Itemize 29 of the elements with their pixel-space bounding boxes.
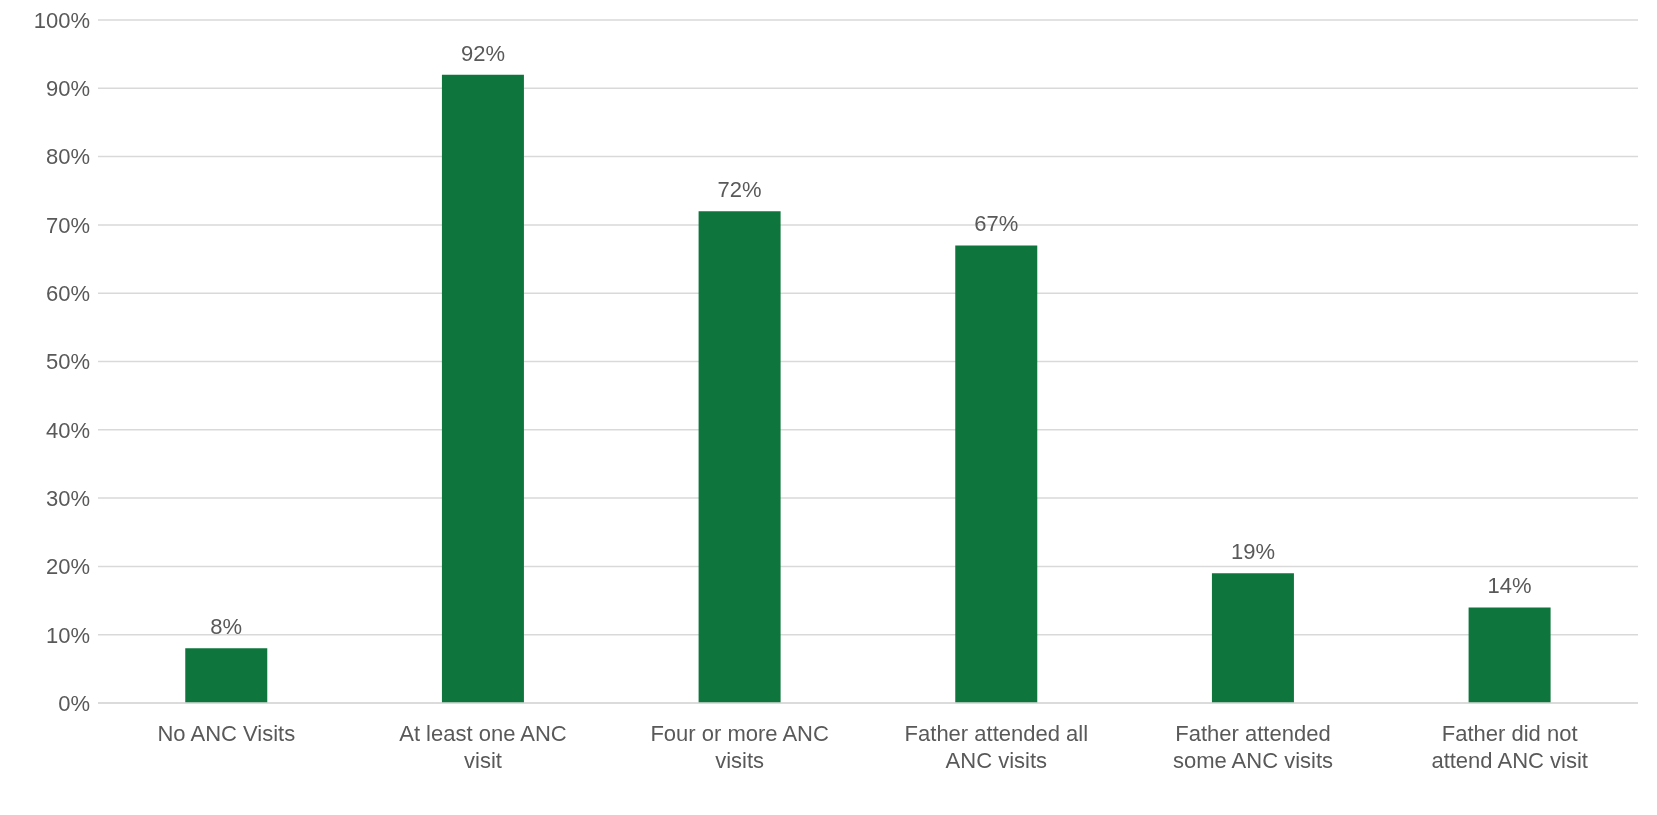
y-tick-label: 30% <box>45 485 90 511</box>
bar <box>698 211 781 703</box>
data-label: 72% <box>717 177 762 203</box>
y-tick-label: 20% <box>45 554 90 580</box>
x-tick-label: At least one ANC visit <box>399 721 567 773</box>
data-label: 19% <box>1230 539 1275 565</box>
x-tick-label: Father attended all ANC visits <box>904 721 1089 773</box>
bar <box>441 74 524 703</box>
bar <box>185 648 268 703</box>
bar <box>1468 607 1551 703</box>
y-tick-label: 90% <box>45 76 90 102</box>
data-label: 8% <box>210 614 243 640</box>
y-tick-label: 60% <box>45 281 90 307</box>
data-label: 14% <box>1487 573 1532 599</box>
x-tick-label: Father attended some ANC visits <box>1172 721 1334 773</box>
y-tick-label: 0% <box>58 690 90 716</box>
x-tick-label: No ANC Visits <box>157 721 296 746</box>
x-tick-label: Four or more ANC visits <box>650 721 830 773</box>
bar <box>955 245 1038 703</box>
y-tick-label: 100% <box>33 7 90 33</box>
x-tick-label: Father did not attend ANC visit <box>1431 721 1588 773</box>
bar <box>1211 573 1294 703</box>
y-tick-label: 40% <box>45 417 90 443</box>
y-tick-label: 10% <box>45 622 90 648</box>
y-tick-label: 70% <box>45 212 90 238</box>
y-tick-label: 80% <box>45 144 90 170</box>
y-tick-label: 50% <box>45 349 90 375</box>
data-label: 67% <box>974 211 1019 237</box>
data-label: 92% <box>460 40 505 66</box>
